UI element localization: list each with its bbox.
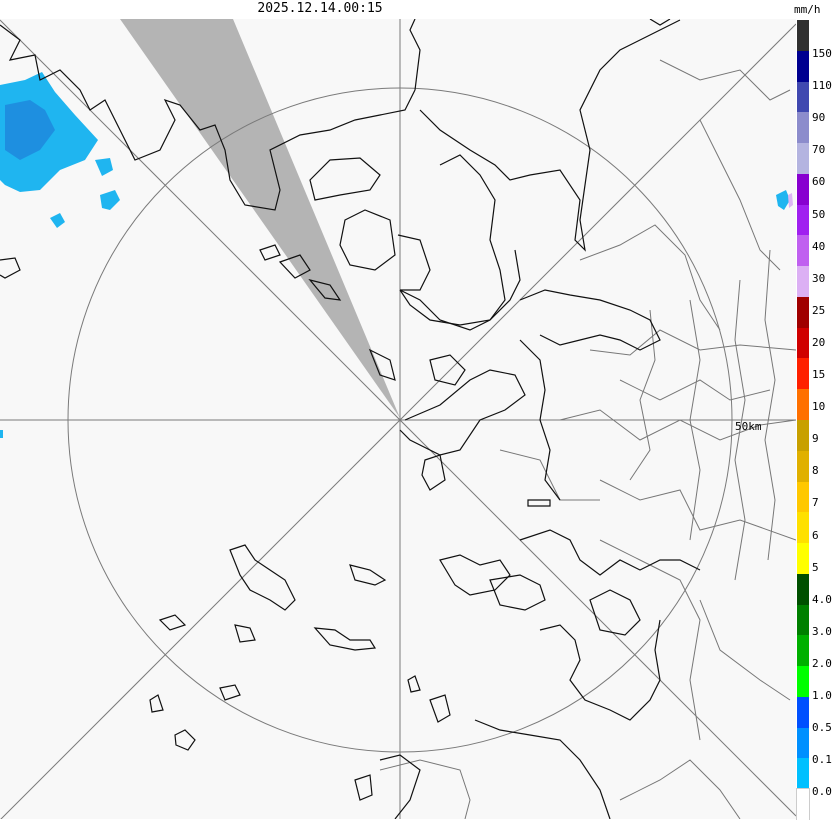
unit-label: mm/h xyxy=(794,3,821,16)
legend-swatch xyxy=(797,327,809,359)
legend-swatch xyxy=(797,573,809,606)
legend-swatch xyxy=(797,143,809,175)
legend-swatch xyxy=(797,81,809,113)
legend-label: 30 xyxy=(812,271,826,285)
legend-label: 20 xyxy=(812,335,826,349)
legend-swatch xyxy=(797,727,809,759)
legend-swatch xyxy=(797,604,809,636)
legend-swatch xyxy=(797,20,809,52)
legend-label: 0.0 xyxy=(812,785,832,799)
legend-swatch xyxy=(797,235,809,267)
legend-swatch xyxy=(797,666,809,698)
admin-borders xyxy=(379,59,796,819)
blocked-sector xyxy=(120,19,400,418)
legend-label: 90 xyxy=(812,111,826,125)
legend-swatch xyxy=(797,204,809,236)
legend-swatch xyxy=(797,512,809,544)
legend-label: 70 xyxy=(812,143,826,157)
legend-swatch xyxy=(797,266,809,298)
legend-swatch xyxy=(796,788,810,820)
legend-label: 3.0 xyxy=(812,624,832,638)
legend-label: 25 xyxy=(812,303,826,317)
legend-swatch xyxy=(797,296,809,329)
legend-swatch xyxy=(797,635,809,667)
legend-label: 40 xyxy=(812,239,826,253)
color-legend: 150 110 90 70 60 50 40 30 25 20 15 10 9 8 7 6 5 4.0 3.0 2.0… xyxy=(796,20,835,820)
legend-label: 110 xyxy=(812,79,832,93)
legend-label: 8 xyxy=(812,464,819,478)
range-grid xyxy=(0,19,796,819)
range-label: 50km xyxy=(735,420,762,433)
legend-label: 2.0 xyxy=(812,656,832,670)
radar-map[interactable]: 50km xyxy=(0,19,796,819)
legend-label: 150 xyxy=(812,47,832,60)
legend-swatch xyxy=(797,112,809,144)
legend-label: 15 xyxy=(812,368,826,381)
legend-swatch xyxy=(797,758,809,790)
legend-label: 4.0 xyxy=(812,592,832,606)
legend-label: 7 xyxy=(812,496,819,510)
legend-label: 50 xyxy=(812,207,826,221)
legend-swatch xyxy=(797,481,809,513)
legend-swatch xyxy=(797,450,809,483)
timestamp-label: 2025.12.14.00:15 xyxy=(257,1,383,16)
legend-label: 10 xyxy=(812,400,826,414)
legend-swatch xyxy=(797,420,809,452)
legend-swatch xyxy=(797,543,809,575)
legend-label: 60 xyxy=(812,175,826,189)
legend-swatch xyxy=(797,358,809,390)
legend-swatch xyxy=(797,173,809,206)
legend-swatch xyxy=(797,50,809,83)
legend-label: 9 xyxy=(812,432,819,446)
legend-label: 6 xyxy=(812,528,819,542)
legend-label: 0.5 xyxy=(812,721,832,735)
legend-label: 1.0 xyxy=(812,689,832,702)
legend-label: 5 xyxy=(812,560,819,574)
legend-label: 0.1 xyxy=(812,753,832,767)
legend-swatch xyxy=(797,389,809,421)
coastlines xyxy=(0,19,701,819)
precipitation-echo xyxy=(0,72,793,438)
legend-swatch xyxy=(797,696,809,729)
